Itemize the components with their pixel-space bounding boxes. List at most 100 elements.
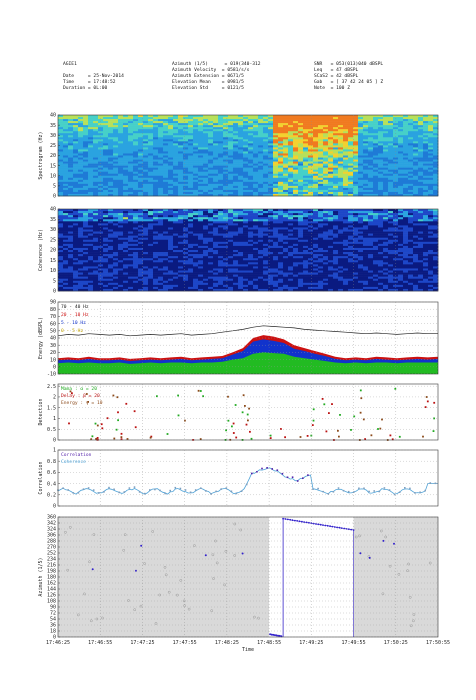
coherence-cell [83,225,89,228]
coherence-cell [138,250,144,253]
spectrogram-cell [168,185,174,189]
coherence-cell [218,247,224,251]
spectrogram-cell [363,163,369,166]
spectrogram-cell [398,149,404,152]
spectrogram-cell [63,163,69,166]
coherence-cell [228,258,234,261]
spectrogram-cell [228,125,234,128]
coherence-cell [148,262,154,265]
spectrogram-cell [88,153,94,156]
spectrogram-cell [208,133,214,136]
spectrogram-cell [198,143,204,146]
spectrogram-cell [203,181,209,185]
coherence-cell [93,288,99,292]
spectrogram-cell [193,133,199,136]
spectrogram-cell [223,185,229,189]
coherence-cell [63,262,69,265]
spectrogram-cell [78,153,84,156]
spectrogram-cell [208,141,214,144]
spectrogram-cell [253,151,259,154]
spectrogram-cell [108,125,114,128]
spectrogram-cell [273,147,279,150]
coherence-cell [68,260,74,263]
spectrogram-cell [68,141,74,144]
spectrogram-cell [343,161,349,164]
spectrogram-cell [288,139,294,142]
spectrogram-cell [333,145,339,148]
spectrogram-cell [153,139,159,142]
spectrogram-cell [78,167,84,170]
spectrogram-cell [363,193,369,197]
spectrogram-cell [398,181,404,185]
spectrogram-cell [208,169,214,172]
spectrogram-cell [353,127,359,130]
coherence-cell [183,243,189,247]
coherence-cell [153,262,159,265]
coherence-cell [238,239,244,243]
spectrogram-cell [108,127,114,130]
spectrogram-cell [293,191,299,195]
coherence-cell [223,219,229,222]
spectrogram-cell [383,183,389,187]
coherence-cell [83,235,89,238]
coherence-cell [258,209,264,212]
spectrogram-cell [73,191,79,195]
coherence-cell [198,284,204,288]
spectrogram-cell [193,167,199,170]
spectrogram-cell [93,181,99,185]
coherence-cell [178,266,184,269]
coherence-cell [198,250,204,253]
coherence-cell [133,209,139,212]
coherence-cell [283,241,289,245]
coherence-cell [78,221,84,224]
spectrogram-cell [323,167,329,170]
spectrogram-cell [298,163,304,166]
coherence-cell [263,221,269,224]
spectrogram-cell [148,153,154,156]
spectrogram-cell [413,115,419,118]
spectrogram-cell [208,193,214,197]
spectrogram-cell [428,129,434,132]
coherence-cell [288,270,294,273]
spectrogram-cell [213,151,219,154]
coherence-cell [148,254,154,257]
coherence-cell [103,264,109,267]
spectrogram-cell [183,139,189,142]
coherence-cell [223,266,229,269]
spectrogram-cell [428,141,434,144]
spectrogram-cell [138,129,144,132]
spectrogram-cell [133,169,139,172]
coherence-cell [158,217,164,220]
spectrogram-cell [73,175,79,179]
spectrogram-cell [313,115,319,118]
coherence-cell [258,252,264,255]
spectrogram-cell [103,123,109,126]
spectrogram-cell [383,171,389,175]
spectrogram-cell [278,167,284,170]
spectrogram-cell [313,165,319,168]
coherence-cell [108,284,114,288]
coherence-cell [163,209,169,212]
spectrogram-cell [58,167,64,170]
spectrogram-cell [108,163,114,166]
coherence-cell [118,215,124,218]
coherence-cell [68,288,74,292]
spectrogram-cell [123,179,129,183]
spectrogram-cell [263,161,269,164]
spectrogram-cell [98,125,104,128]
coherence-cell [198,225,204,228]
coherence-cell [253,245,259,249]
spectrogram-cell [113,119,119,122]
spectrogram-cell [213,131,219,134]
spectrogram-cell [228,135,234,138]
coherence-cell [263,256,269,259]
coherence-cell [278,241,284,245]
spectrogram-cell [248,139,254,142]
spectrogram-cell [388,167,394,170]
spectrogram-cell [368,133,374,136]
coherence-cell [158,235,164,238]
spectrogram-cell [428,177,434,181]
coherence-cell [218,213,224,216]
coherence-cell [133,254,139,257]
spectrogram-cell [373,119,379,122]
